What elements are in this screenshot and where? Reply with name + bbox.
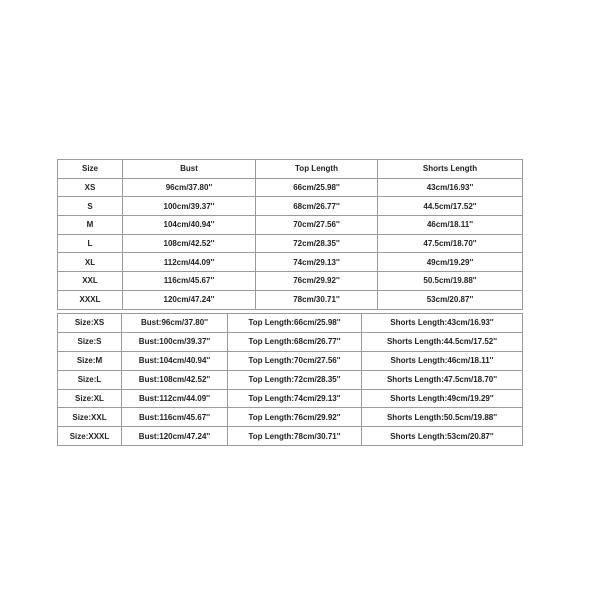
column-header: Size — [57, 159, 123, 179]
table-cell: Shorts Length:43cm/16.93'' — [361, 313, 523, 333]
table-cell: Bust:96cm/37.80'' — [121, 313, 228, 333]
table-row: S 100cm/39.37'' 68cm/26.77'' 44.5cm/17.52'' — [57, 196, 523, 217]
header-row: Size Bust Top Length Shorts Length — [57, 159, 523, 179]
table-cell: Size:XL — [57, 388, 122, 409]
table-cell: 100cm/39.37'' — [122, 196, 256, 217]
table-cell: 112cm/44.09'' — [122, 252, 256, 273]
table-cell: 78cm/30.71'' — [255, 289, 378, 310]
table-cell: Shorts Length:50.5cm/19.88'' — [361, 407, 523, 428]
table-cell: Bust:120cm/47.24'' — [121, 426, 228, 447]
table-cell: 74cm/29.13'' — [255, 252, 378, 273]
table-cell: Top Length:74cm/29.13'' — [227, 388, 362, 409]
size-chart-table: Size Bust Top Length Shorts Length XS 96cm/37… — [57, 159, 523, 310]
table-cell: Top Length:78cm/30.71'' — [227, 426, 362, 447]
table-cell: Shorts Length:49cm/19.29'' — [361, 388, 523, 409]
table-cell: Shorts Length:47.5cm/18.70'' — [361, 369, 523, 390]
table-row: Size:L Bust:108cm/42.52'' Top Length:72cm/… — [57, 369, 523, 390]
table-cell: S — [57, 196, 123, 217]
table-row: XL 112cm/44.09'' 74cm/29.13'' 49cm/19.29'' — [57, 252, 523, 273]
table-cell: Size:XXXL — [57, 426, 122, 447]
table-cell: Size:L — [57, 369, 122, 390]
table-row: XXL 116cm/45.67'' 76cm/29.92'' 50.5cm/19.88… — [57, 271, 523, 291]
table-cell: 68cm/26.77'' — [255, 196, 378, 217]
table-row: XXXL 120cm/47.24'' 78cm/30.71'' 53cm/20.87'… — [57, 289, 523, 310]
table-row: Size:S Bust:100cm/39.37'' Top Length:68cm/… — [57, 331, 523, 352]
table-cell: 104cm/40.94'' — [122, 215, 256, 235]
table-row: Size:XS Bust:96cm/37.80'' Top Length:66cm/… — [57, 313, 523, 333]
table-cell: 50.5cm/19.88'' — [377, 271, 523, 291]
table-cell: 108cm/42.52'' — [122, 233, 256, 254]
table-row: Size:M Bust:104cm/40.94'' Top Length:70cm/… — [57, 350, 523, 371]
table-cell: 66cm/25.98'' — [255, 177, 378, 198]
table-cell: Size:XXL — [57, 407, 122, 428]
table-cell: XL — [57, 252, 123, 273]
table-cell: 43cm/16.93'' — [377, 177, 523, 198]
table-cell: 96cm/37.80'' — [122, 177, 256, 198]
table-row: M 104cm/40.94'' 70cm/27.56'' 46cm/18.11'' — [57, 215, 523, 235]
table-cell: Size:M — [57, 350, 122, 371]
table-cell: 53cm/20.87'' — [377, 289, 523, 310]
table-cell: Shorts Length:46cm/18.11'' — [361, 350, 523, 371]
table-cell: Bust:100cm/39.37'' — [121, 331, 228, 352]
table-cell: 70cm/27.56'' — [255, 215, 378, 235]
table-cell: L — [57, 233, 123, 254]
table-cell: Top Length:68cm/26.77'' — [227, 331, 362, 352]
table-cell: XXXL — [57, 289, 123, 310]
table-cell: 120cm/47.24'' — [122, 289, 256, 310]
table-cell: Top Length:66cm/25.98'' — [227, 313, 362, 333]
table-cell: 44.5cm/17.52'' — [377, 196, 523, 217]
table-cell: 76cm/29.92'' — [255, 271, 378, 291]
table-cell: Bust:116cm/45.67'' — [121, 407, 228, 428]
table-cell: Shorts Length:44.5cm/17.52'' — [361, 331, 523, 352]
table-cell: Top Length:76cm/29.92'' — [227, 407, 362, 428]
table-cell: Top Length:72cm/28.35'' — [227, 369, 362, 390]
table-cell: Bust:104cm/40.94'' — [121, 350, 228, 371]
table-cell: 116cm/45.67'' — [122, 271, 256, 291]
table-row: XS 96cm/37.80'' 66cm/25.98'' 43cm/16.93'' — [57, 177, 523, 198]
table-cell: M — [57, 215, 123, 235]
table-cell: 47.5cm/18.70'' — [377, 233, 523, 254]
table-row: Size:XL Bust:112cm/44.09'' Top Length:74cm… — [57, 388, 523, 409]
table-cell: Top Length:70cm/27.56'' — [227, 350, 362, 371]
table-cell: 49cm/19.29'' — [377, 252, 523, 273]
table-cell: Bust:112cm/44.09'' — [121, 388, 228, 409]
table-row: L 108cm/42.52'' 72cm/28.35'' 47.5cm/18.70'' — [57, 233, 523, 254]
table-cell: Bust:108cm/42.52'' — [121, 369, 228, 390]
table-cell: Size:S — [57, 331, 122, 352]
table-cell: 46cm/18.11'' — [377, 215, 523, 235]
table-cell: XXL — [57, 271, 123, 291]
table-row: Size:XXL Bust:116cm/45.67'' Top Length:76c… — [57, 407, 523, 428]
table-cell: Shorts Length:53cm/20.87'' — [361, 426, 523, 447]
table-row: Size:XXXL Bust:120cm/47.24'' Top Length:78… — [57, 426, 523, 447]
table-cell: Size:XS — [57, 313, 122, 333]
table-cell: 72cm/28.35'' — [255, 233, 378, 254]
column-header: Bust — [122, 159, 256, 179]
column-header: Top Length — [255, 159, 378, 179]
table-cell: XS — [57, 177, 123, 198]
column-header: Shorts Length — [377, 159, 523, 179]
size-chart-labeled-table: Size:XS Bust:96cm/37.80'' Top Length:66cm/… — [57, 313, 523, 447]
